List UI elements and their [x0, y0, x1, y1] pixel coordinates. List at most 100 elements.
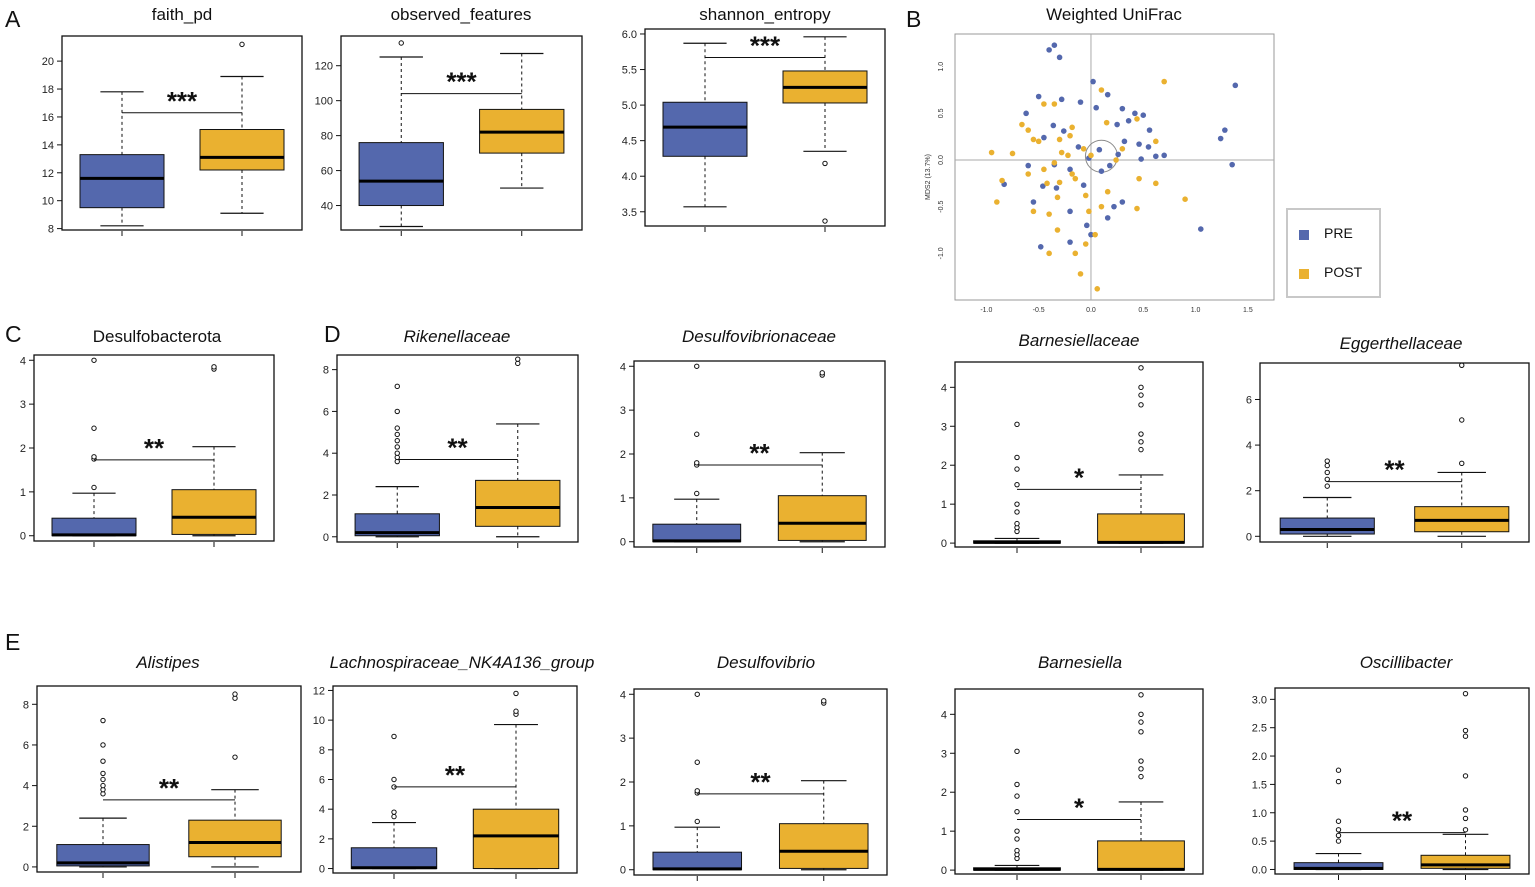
- scatter-point: [1232, 82, 1239, 89]
- outlier-point: [513, 708, 519, 714]
- y-tick-label: 2: [620, 449, 626, 461]
- scatter-point: [1056, 136, 1063, 143]
- plot-frame: [954, 33, 1275, 301]
- y-tick-label: 4.5: [622, 136, 637, 148]
- scatter-point: [1077, 271, 1084, 277]
- chart-alistipes: Alistipes 0 2 4 6 8 **: [23, 653, 302, 878]
- scatter-point: [1136, 175, 1142, 182]
- box-post: [777, 370, 867, 543]
- charts-layer: faith_pd8101214161820***observed_feature…: [20, 5, 1530, 881]
- scatter-point: [1030, 208, 1037, 215]
- outlier-point: [100, 770, 106, 777]
- scatter-point: [1094, 286, 1101, 292]
- outlier-point: [394, 425, 400, 431]
- y-tick-label: 6.0: [622, 29, 637, 41]
- y-tick-label: 0: [20, 531, 26, 543]
- panel-label-e: E: [5, 629, 20, 655]
- plot-frame: [340, 35, 583, 231]
- outlier-point: [821, 698, 827, 704]
- y-tick-label: 0.0: [938, 155, 945, 165]
- y-tick-label: 40: [321, 201, 333, 213]
- outlier-point: [819, 370, 825, 376]
- box-body: [350, 847, 438, 870]
- scatter-point: [1140, 112, 1147, 118]
- chart-title: Lachnospiraceae_NK4A136_group: [330, 653, 595, 672]
- scatter-point: [1182, 196, 1188, 202]
- y-tick-label: 1.5: [1252, 779, 1267, 791]
- outlier-point: [391, 809, 397, 815]
- outlier-point: [1324, 469, 1330, 476]
- y-tick-label: 0: [941, 538, 947, 550]
- y-tick-label: 8: [323, 365, 329, 377]
- outlier-point: [822, 218, 828, 224]
- scatter-point: [1083, 222, 1090, 229]
- y-tick-label: 4: [1246, 440, 1252, 452]
- scatter-point: [1053, 185, 1060, 191]
- box-post: [171, 364, 257, 537]
- scatter-point: [1132, 110, 1138, 117]
- outlier-point: [1014, 481, 1020, 488]
- outlier-point: [515, 356, 521, 362]
- chart-title: Desulfovibrio: [717, 653, 815, 672]
- y-tick-label: 6: [1246, 394, 1252, 406]
- x-tick-label: -0.5: [1033, 307, 1045, 314]
- scatter-point: [1161, 78, 1167, 85]
- y-tick-label: 1.0: [1252, 808, 1267, 820]
- box-pre: [1293, 767, 1384, 871]
- box-body: [56, 844, 150, 867]
- outlier-point: [394, 431, 400, 438]
- scatter-point: [1050, 122, 1057, 129]
- scatter-point: [1054, 227, 1061, 233]
- outlier-point: [1014, 501, 1020, 507]
- y-tick-label: 1.0: [938, 62, 945, 72]
- y-tick-label: 5.5: [622, 65, 637, 77]
- plot-frame: [36, 685, 302, 873]
- scatter-point: [1119, 105, 1126, 112]
- scatter-point: [1222, 127, 1228, 133]
- chart-barnesiellaceae: Barnesiellaceae 0 1 2 3 4 *: [941, 331, 1204, 553]
- scatter-point: [1041, 101, 1047, 107]
- outlier-point: [394, 408, 400, 415]
- significance-stars: *: [1074, 462, 1085, 492]
- chart-desulfovibrio: Desulfovibrio 0 1 2 3 4 **: [620, 653, 888, 881]
- box-body: [472, 808, 560, 870]
- chart-desulfobacterota: Desulfobacterota 0 1 2 3 4 **: [20, 327, 275, 547]
- y-tick-label: 10: [313, 715, 325, 727]
- box-body: [354, 513, 440, 537]
- outlier-point: [1138, 431, 1144, 437]
- scatter-point: [1104, 215, 1111, 221]
- outlier-point: [1014, 828, 1020, 834]
- chart-desulfovibrionaceae: Desulfovibrionaceae 0 1 2 3 4 **: [620, 327, 886, 553]
- x-tick-label: 0.0: [1086, 307, 1096, 314]
- x-tick-label: -1.0: [980, 307, 992, 314]
- significance-stars: **: [144, 433, 165, 463]
- outlier-point: [239, 41, 245, 48]
- outlier-point: [1335, 767, 1342, 773]
- scatter-point: [1067, 132, 1073, 139]
- outlier-point: [1462, 727, 1469, 734]
- x-tick-label: 1.0: [1191, 307, 1201, 314]
- scatter-point: [1119, 199, 1126, 205]
- chart-barnesiella: Barnesiella 0 1 2 3 4 *: [941, 653, 1204, 880]
- scatter-point: [999, 177, 1005, 184]
- box-post: [1097, 692, 1185, 871]
- scatter-point: [1082, 241, 1089, 247]
- y-tick-label: 4.0: [622, 171, 637, 183]
- scatter-point: [1041, 134, 1047, 141]
- box-post: [1414, 362, 1510, 537]
- scatter-point: [1104, 91, 1111, 98]
- y-tick-label: 4: [319, 804, 325, 816]
- scatter-point: [1054, 194, 1061, 201]
- outlier-point: [694, 431, 700, 437]
- y-tick-label: 0: [941, 865, 947, 877]
- significance-stars: **: [1384, 455, 1405, 485]
- scatter-point: [1088, 152, 1094, 159]
- plot-frame: [336, 354, 579, 543]
- y-tick-label: 0: [1246, 531, 1252, 543]
- scatter-point: [1023, 110, 1029, 117]
- box-post: [778, 698, 869, 871]
- scatter-point: [1217, 135, 1224, 142]
- box-body: [199, 129, 285, 171]
- scatter-point: [1025, 162, 1032, 169]
- outlier-point: [1138, 692, 1144, 698]
